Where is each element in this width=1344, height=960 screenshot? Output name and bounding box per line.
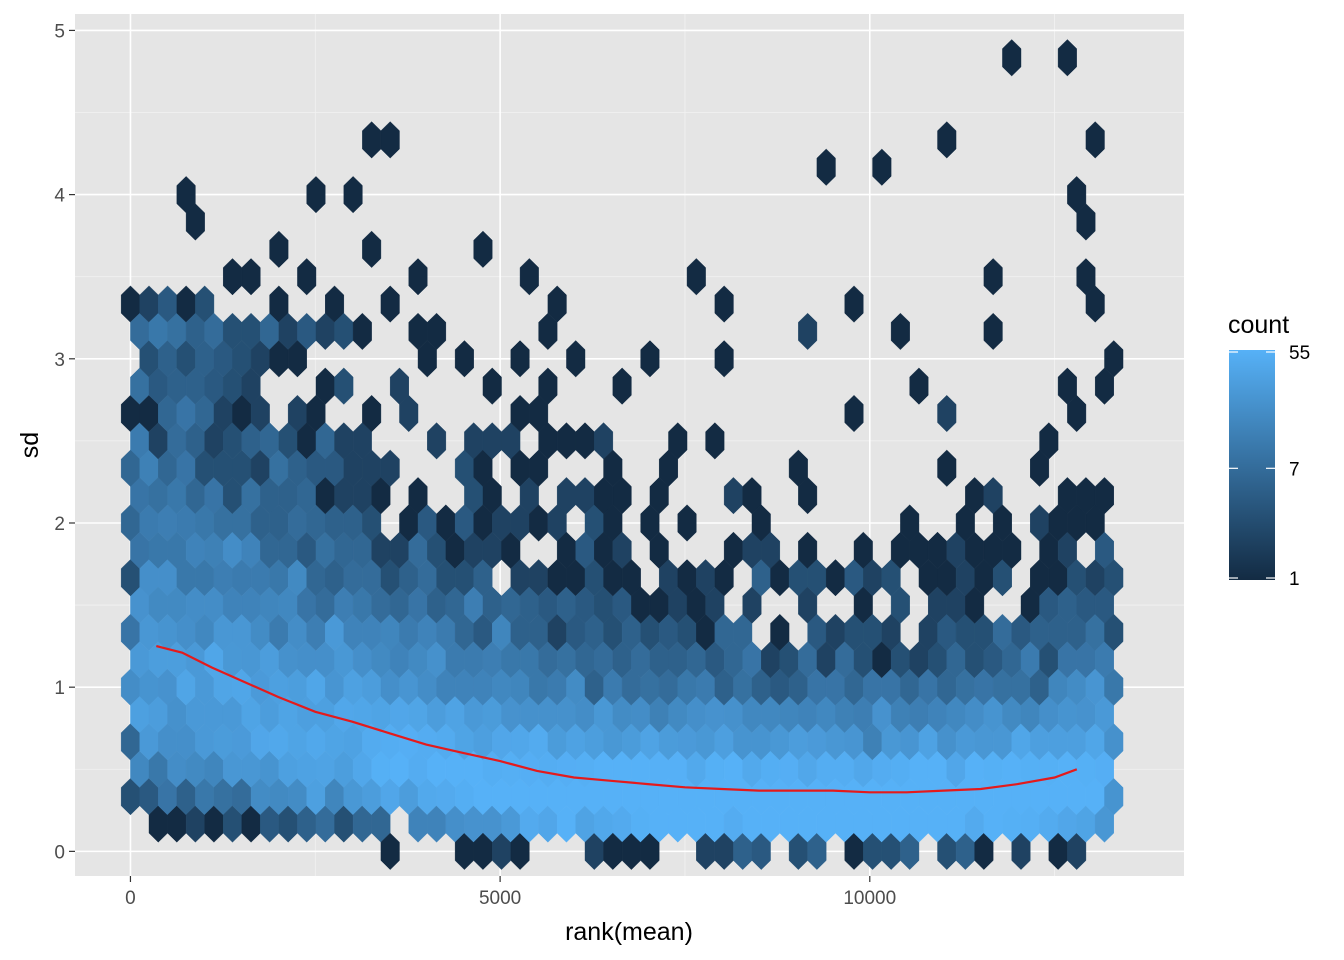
hexbin-cell — [482, 367, 502, 405]
hexbin-cell — [287, 340, 307, 378]
hexbin-cell — [909, 367, 929, 405]
hexbin-cell — [380, 285, 400, 323]
x-tick-label: 10000 — [843, 888, 896, 909]
hexbin-cell — [705, 422, 725, 460]
hexbin-cell — [352, 312, 372, 350]
hexbin-cell — [269, 230, 289, 268]
hexbin-cell — [380, 121, 400, 159]
hexbin-cell — [454, 340, 474, 378]
hexbin-cell — [612, 477, 632, 515]
hexbin-cell — [649, 477, 669, 515]
hexbin-cell — [519, 258, 539, 296]
hexbin-cell — [816, 148, 836, 186]
hexbin-cell — [844, 285, 864, 323]
hexbin-cell — [677, 504, 697, 542]
y-tick-label: 5 — [54, 21, 65, 42]
legend-colorbar — [1229, 350, 1275, 580]
hexbin-cell — [306, 176, 326, 214]
hexbin-cell — [241, 258, 261, 296]
hexbin-cell — [1002, 531, 1022, 569]
hexbin-cell — [529, 449, 549, 487]
hexbin-cell — [937, 395, 957, 433]
hexbin-cell — [427, 312, 447, 350]
y-tick-label: 4 — [54, 186, 65, 207]
y-axis: 0 1 2 3 4 5 — [54, 21, 75, 863]
hexbin-cell — [1067, 395, 1087, 433]
hexbin-cell — [714, 285, 734, 323]
hexbin-cell — [937, 121, 957, 159]
hexbin-cell — [427, 422, 447, 460]
hexbin-cell — [380, 449, 400, 487]
hexbin-cell — [640, 340, 660, 378]
hexbin-cell — [983, 258, 1003, 296]
hexbin-cell — [890, 586, 910, 624]
hexbin-cell — [1030, 449, 1050, 487]
hexbin-cell — [538, 367, 558, 405]
hexbin-cell — [380, 832, 400, 870]
hexbin-cell — [844, 395, 864, 433]
hexbin-cell — [473, 230, 493, 268]
x-tick-label: 0 — [125, 888, 136, 909]
hexbin-layer — [120, 39, 1124, 870]
legend-break-label: 1 — [1289, 569, 1300, 590]
hexbin-cell — [334, 367, 354, 405]
hexbin-cell — [798, 312, 818, 350]
hexbin-cell — [686, 258, 706, 296]
hexbin-cell — [297, 258, 317, 296]
hexbin-cell — [1095, 477, 1114, 515]
hexbin-cell — [668, 422, 688, 460]
hexbin-cell — [399, 395, 419, 433]
y-tick-label: 2 — [54, 514, 65, 535]
y-axis-title: sd — [16, 432, 44, 458]
y-tick-label: 1 — [54, 678, 65, 699]
hexbin-cell — [714, 340, 734, 378]
hexbin-cell — [1057, 39, 1077, 77]
hexbin-cell — [937, 449, 957, 487]
x-axis: 0 5000 10000 — [125, 876, 896, 909]
hexbin-cell — [408, 258, 428, 296]
hexbin-cell — [1104, 668, 1124, 706]
hexbin-cell — [1104, 723, 1124, 761]
hexbin-cell — [510, 340, 530, 378]
y-tick-label: 0 — [54, 842, 65, 863]
hexbin-cell — [1104, 778, 1124, 816]
y-tick-label: 3 — [54, 350, 65, 371]
hexbin-cell — [1002, 39, 1022, 77]
hexbin-cell — [1095, 367, 1114, 405]
hexbin-cell — [1011, 832, 1031, 870]
hexbin-cell — [872, 148, 892, 186]
hexbin-cell — [1076, 258, 1096, 296]
legend-break-label: 55 — [1289, 343, 1310, 364]
x-axis-title: rank(mean) — [565, 918, 693, 946]
hexbin-cell — [890, 312, 910, 350]
hexbin-cell — [1104, 559, 1124, 597]
hexbin-cell — [1085, 121, 1105, 159]
trend-line — [156, 645, 1078, 794]
x-tick-label: 5000 — [479, 888, 521, 909]
hexbin-cell — [362, 395, 382, 433]
hexbin-cell — [185, 203, 205, 241]
hexbin-cell — [798, 477, 818, 515]
hexbin-cell — [343, 176, 363, 214]
hexbin-cell — [566, 340, 586, 378]
hexbin-cell — [362, 230, 382, 268]
legend-break-label: 7 — [1289, 459, 1300, 480]
hexbin-cell — [983, 312, 1003, 350]
hexbin-cell — [1076, 203, 1096, 241]
hexbin-cell — [1104, 613, 1124, 651]
legend-title: count — [1228, 311, 1289, 339]
hexbin-cell — [547, 285, 567, 323]
hexbin-cell — [612, 367, 632, 405]
